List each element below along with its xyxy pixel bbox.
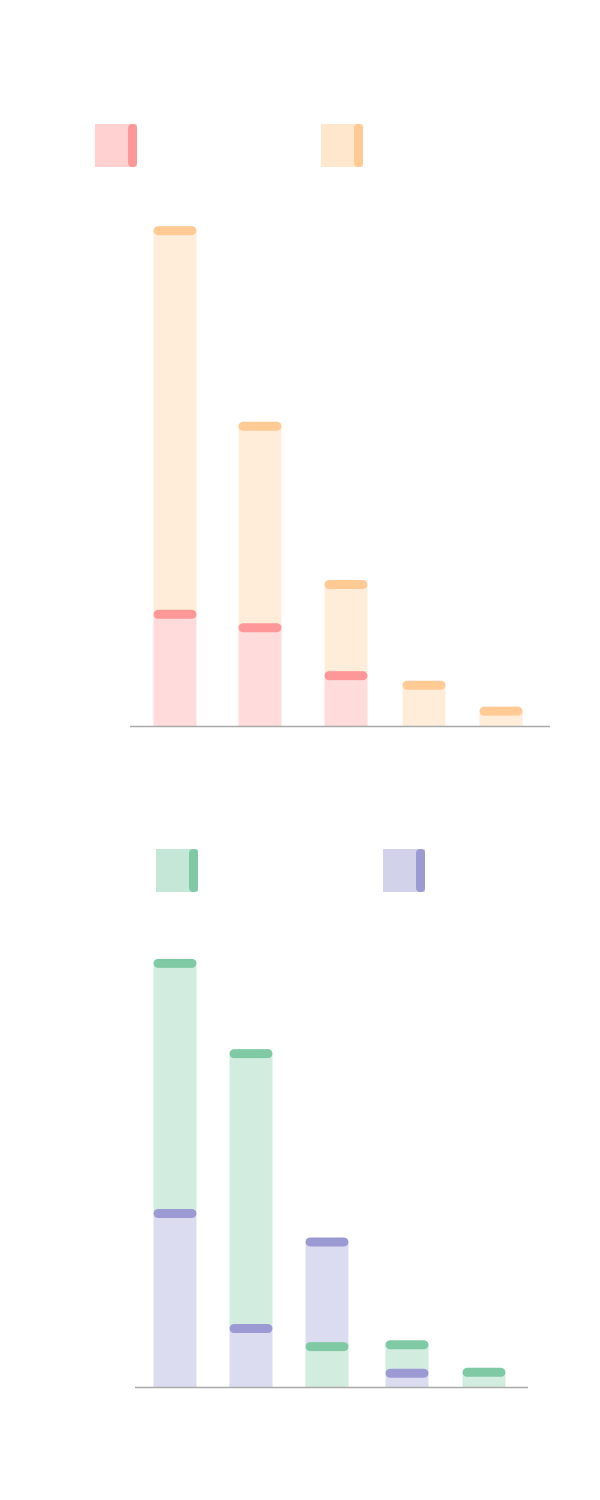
bar-series2-cat1 [153,1212,197,1387]
bar-cap-series2-cat2 [238,421,282,431]
chart-2 [135,849,528,1389]
bar-cap-series1-cat5 [462,1367,506,1377]
bar-series1-cat3 [324,675,368,726]
legend-item-1 [95,124,137,167]
bar-cap-series2-cat3 [305,1237,349,1247]
bar-cap-series1-cat2 [229,1049,273,1059]
bar-cap-series2-cat1 [153,226,197,236]
bar-cap-series1-cat1 [153,609,197,619]
bar-series1-cat1 [153,613,197,726]
bar-cap-series1-cat3 [305,1342,349,1352]
legend-swatch-edge [416,849,425,892]
bar-cap-series1-cat1 [153,958,197,968]
bar-series2-cat4 [402,684,446,726]
legend-swatch-edge [189,849,198,892]
bar-cap-series2-cat4 [385,1368,429,1378]
bar-series1-cat3 [305,1346,349,1387]
bar-cap-series2-cat3 [324,580,368,590]
bar-cap-series1-cat3 [324,671,368,681]
bar-cap-series2-cat1 [153,1208,197,1218]
legend-swatch-edge [354,124,363,167]
bar-cap-series2-cat4 [402,680,446,690]
legend-item-1 [156,849,198,892]
bar-series2-cat2 [229,1328,273,1387]
chart-1 [95,124,550,728]
legend-item-2 [383,849,425,892]
legend-item-2 [321,124,363,167]
bar-series1-cat2 [238,627,282,726]
bar-cap-series2-cat2 [229,1324,273,1334]
bar-cap-series1-cat2 [238,623,282,633]
legend-swatch-edge [128,124,137,167]
bar-cap-series1-cat4 [385,1340,429,1350]
bar-cap-series2-cat5 [479,706,523,716]
